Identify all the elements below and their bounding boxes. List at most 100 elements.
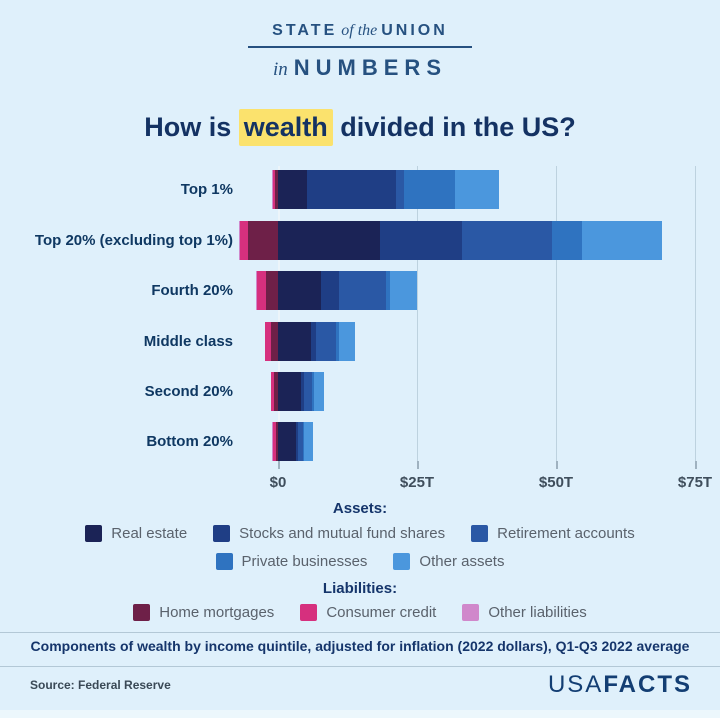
legend-item-label: Real estate (111, 525, 188, 542)
bar-segment-other_liabilities (272, 422, 274, 461)
bar-segment-retirement (395, 170, 404, 209)
bar-segment-home_mortgages (247, 221, 278, 260)
bar-segment-other_assets (582, 221, 663, 260)
other_assets-legend-swatch (393, 553, 411, 570)
gridline-$25T (417, 166, 418, 461)
bar-segment-retirement (339, 271, 387, 310)
bar-segment-private_businesses (403, 170, 456, 209)
legend-assets-row-1: Real estate Stocks and mutual fund shares… (0, 525, 720, 542)
bottom-edge-strip (0, 710, 720, 718)
chart-caption: Components of wealth by income quintile,… (30, 638, 690, 654)
bar-segment-private_businesses (303, 422, 305, 461)
category-label: Bottom 20% (146, 433, 233, 450)
caption-top-divider (0, 632, 720, 633)
bar-segment-real_estate (278, 221, 381, 260)
bar-segment-real_estate (278, 322, 312, 361)
bar-segment-retirement (304, 372, 313, 411)
usafacts-logo: USAFACTS (548, 671, 692, 699)
bar-segment-consumer_credit (240, 221, 248, 260)
chart-row-5: Second 20% (0, 372, 720, 411)
brand-usa: USA (547, 671, 604, 698)
bar-segment-consumer_credit (271, 372, 275, 411)
bar-segment-other_assets (304, 422, 313, 461)
bar-segment-real_estate (278, 170, 307, 209)
assets-stack (278, 170, 499, 209)
liabilities-stack (270, 372, 278, 411)
liabilities-stack (272, 170, 278, 209)
bar-segment-other_assets (455, 170, 499, 209)
axis-tick-$75T (695, 461, 697, 469)
liabilities-stack (264, 322, 278, 361)
liabilities-stack (239, 221, 278, 260)
consumer_credit-legend-swatch (300, 604, 318, 621)
state-of-the-union-logo: STATE of the UNION in NUMBERS (0, 22, 720, 81)
bar-segment-home_mortgages (270, 322, 278, 361)
chart-row-3: Fourth 20% (0, 271, 720, 310)
title-highlighted-word: wealth (238, 109, 333, 146)
axis-tick-label: $50T (538, 474, 574, 491)
logo-state: STATE (272, 22, 338, 39)
chart-row-1: Top 1% (0, 170, 720, 209)
bar-segment-other_liabilities (272, 170, 274, 209)
legend-assets-row-2: Private businesses Other assets (0, 553, 720, 570)
bar-segment-stocks (311, 322, 317, 361)
legend-item-stocks: Stocks and mutual fund shares (213, 525, 445, 542)
bar-segment-consumer_credit (273, 422, 276, 461)
bar-segment-consumer_credit (257, 271, 266, 310)
chart-row-4: Middle class (0, 322, 720, 361)
legend-item-label: Other liabilities (488, 604, 587, 621)
bar-segment-real_estate (278, 422, 297, 461)
bar-segment-home_mortgages (274, 372, 278, 411)
bar-segment-other_liabilities (239, 221, 241, 260)
legend-item-label: Stocks and mutual fund shares (239, 525, 446, 542)
legend-item-other_assets: Other assets (393, 553, 504, 570)
logo-numbers: NUMBERS (293, 55, 447, 80)
bar-segment-stocks (306, 170, 396, 209)
liabilities-stack (256, 271, 278, 310)
category-label: Fourth 20% (151, 282, 233, 299)
bar-segment-other_assets (390, 271, 417, 310)
logo-line-2: in NUMBERS (0, 55, 720, 81)
legend-item-private_businesses: Private businesses (215, 553, 367, 570)
legend-item-retirement: Retirement accounts (471, 525, 635, 542)
bar-segment-private_businesses (336, 322, 339, 361)
legend-assets-header: Assets: (332, 500, 388, 517)
logo-union: UNION (381, 22, 448, 39)
bar-segment-private_businesses (552, 221, 583, 260)
logo-of-the: of the (341, 22, 378, 39)
legend-liabilities-header: Liabilities: (322, 580, 398, 597)
legend-item-real_estate: Real estate (85, 525, 187, 542)
other_liabilities-legend-swatch (462, 604, 480, 621)
assets-stack (278, 221, 663, 260)
bar-segment-private_businesses (386, 271, 391, 310)
chart-row-2: Top 20% (excluding top 1%) (0, 221, 720, 260)
bar-segment-real_estate (278, 271, 322, 310)
logo-in: in (272, 59, 288, 80)
category-label: Top 20% (excluding top 1%) (34, 232, 233, 249)
bar-segment-consumer_credit (265, 322, 271, 361)
title-suffix: divided in the US? (332, 112, 576, 142)
source-label: Source: Federal Reserve (30, 678, 171, 692)
bar-segment-consumer_credit (273, 170, 275, 209)
real_estate-legend-swatch (85, 525, 103, 542)
legend-liabilities-row: Home mortgages Consumer credit Other liabi… (0, 604, 720, 621)
title-prefix: How is (144, 112, 239, 142)
legend-item-label: Home mortgages (159, 604, 275, 621)
logo-divider-line (248, 46, 472, 48)
chart-row-6: Bottom 20% (0, 422, 720, 461)
bar-segment-other_liabilities (256, 271, 258, 310)
legend-item-label: Retirement accounts (497, 525, 635, 542)
assets-stack (278, 372, 325, 411)
retirement-legend-swatch (471, 525, 489, 542)
zero-axis-line (278, 166, 280, 461)
page-title: How is wealth divided in the US? (0, 109, 720, 146)
category-label: Second 20% (144, 383, 233, 400)
bar-segment-other_assets (338, 322, 356, 361)
axis-tick-label: $0 (269, 474, 287, 491)
axis-tick-$0 (278, 461, 280, 469)
bar-segment-retirement (462, 221, 553, 260)
brand-facts: FACTS (603, 671, 692, 698)
legend-item-other_liabilities: Other liabilities (462, 604, 587, 621)
bar-segment-other_liabilities (264, 322, 266, 361)
